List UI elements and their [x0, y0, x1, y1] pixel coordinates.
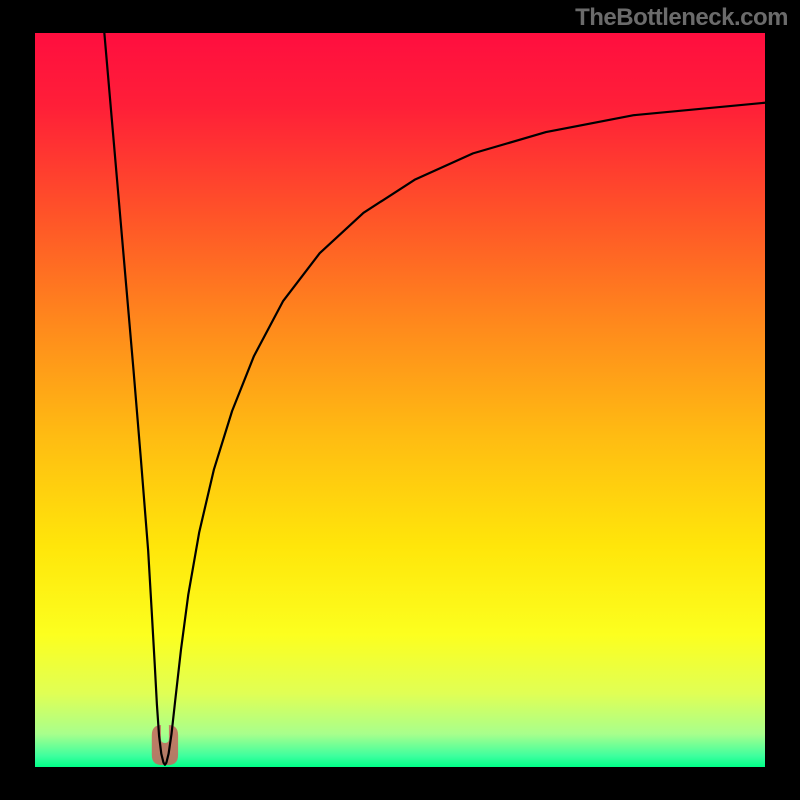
plot-background: [35, 33, 765, 767]
chart-svg: [0, 0, 800, 800]
watermark-text: TheBottleneck.com: [575, 4, 788, 32]
chart-container: TheBottleneck.com: [0, 0, 800, 800]
